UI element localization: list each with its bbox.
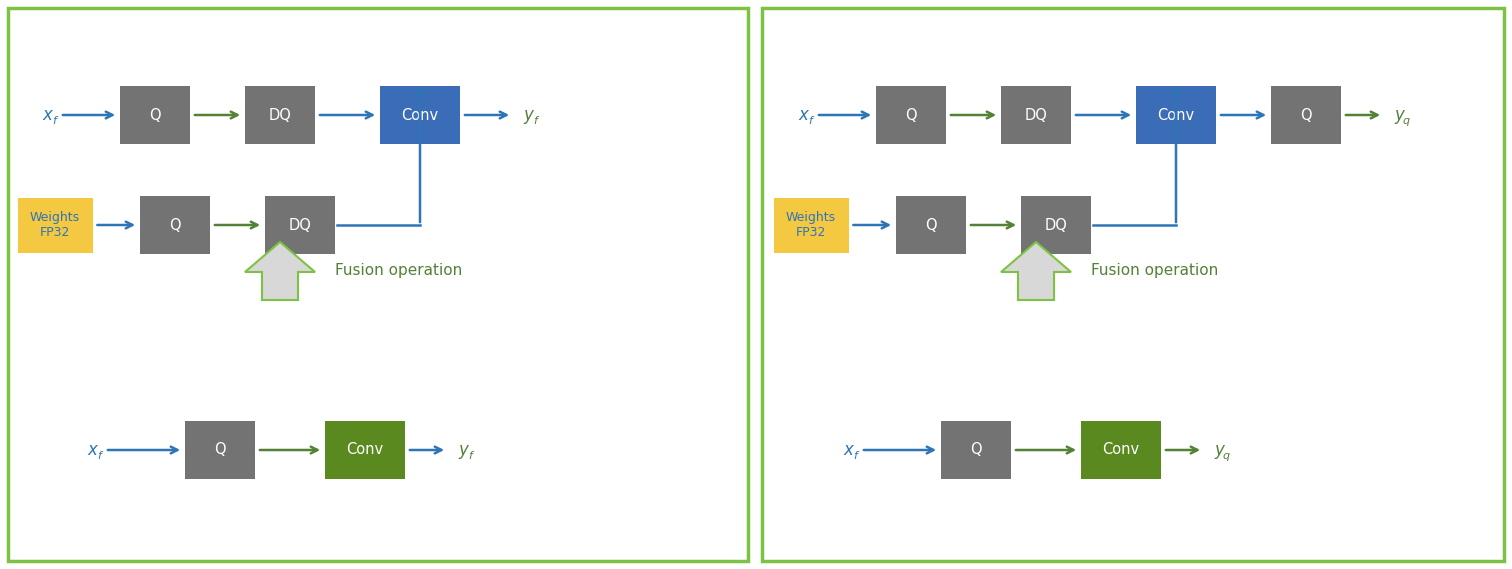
FancyBboxPatch shape — [265, 196, 336, 254]
Polygon shape — [245, 242, 314, 300]
FancyBboxPatch shape — [325, 421, 405, 479]
Polygon shape — [1001, 242, 1070, 300]
Text: y: y — [458, 441, 467, 459]
Text: y: y — [1214, 441, 1223, 459]
Text: Conv: Conv — [346, 443, 384, 457]
Text: Weights
FP32: Weights FP32 — [786, 211, 836, 239]
Text: Q: Q — [150, 108, 160, 122]
Text: Q: Q — [906, 108, 916, 122]
FancyBboxPatch shape — [897, 196, 966, 254]
FancyBboxPatch shape — [762, 8, 1504, 561]
FancyBboxPatch shape — [1001, 86, 1070, 144]
FancyBboxPatch shape — [18, 197, 92, 253]
FancyBboxPatch shape — [245, 86, 314, 144]
Text: q: q — [1403, 116, 1409, 126]
FancyBboxPatch shape — [1081, 421, 1161, 479]
Text: x: x — [798, 106, 807, 124]
FancyBboxPatch shape — [119, 86, 191, 144]
Text: f: f — [534, 116, 537, 126]
Text: Q: Q — [169, 217, 181, 233]
Text: Q: Q — [1300, 108, 1312, 122]
FancyBboxPatch shape — [184, 421, 256, 479]
Text: DQ: DQ — [1045, 217, 1067, 233]
Text: Q: Q — [925, 217, 937, 233]
Text: Fusion operation: Fusion operation — [336, 262, 463, 278]
Text: Conv: Conv — [1102, 443, 1140, 457]
FancyBboxPatch shape — [380, 86, 460, 144]
FancyBboxPatch shape — [940, 421, 1012, 479]
Text: Q: Q — [971, 443, 981, 457]
Text: f: f — [853, 451, 857, 461]
Text: f: f — [807, 116, 812, 126]
Text: Q: Q — [215, 443, 225, 457]
FancyBboxPatch shape — [1272, 86, 1341, 144]
Text: x: x — [88, 441, 97, 459]
Text: DQ: DQ — [1025, 108, 1048, 122]
FancyBboxPatch shape — [1136, 86, 1216, 144]
Text: q: q — [1222, 451, 1229, 461]
Text: DQ: DQ — [269, 108, 292, 122]
Text: f: f — [51, 116, 56, 126]
Text: f: f — [97, 451, 101, 461]
Text: f: f — [469, 451, 472, 461]
FancyBboxPatch shape — [774, 197, 848, 253]
Text: y: y — [1394, 106, 1405, 124]
Text: Conv: Conv — [1158, 108, 1194, 122]
Text: x: x — [42, 106, 51, 124]
Text: x: x — [844, 441, 853, 459]
Text: DQ: DQ — [289, 217, 311, 233]
Text: y: y — [523, 106, 532, 124]
Text: Weights
FP32: Weights FP32 — [30, 211, 80, 239]
FancyBboxPatch shape — [875, 86, 947, 144]
FancyBboxPatch shape — [8, 8, 748, 561]
FancyBboxPatch shape — [1021, 196, 1092, 254]
Text: Fusion operation: Fusion operation — [1092, 262, 1219, 278]
Text: Conv: Conv — [402, 108, 438, 122]
FancyBboxPatch shape — [141, 196, 210, 254]
